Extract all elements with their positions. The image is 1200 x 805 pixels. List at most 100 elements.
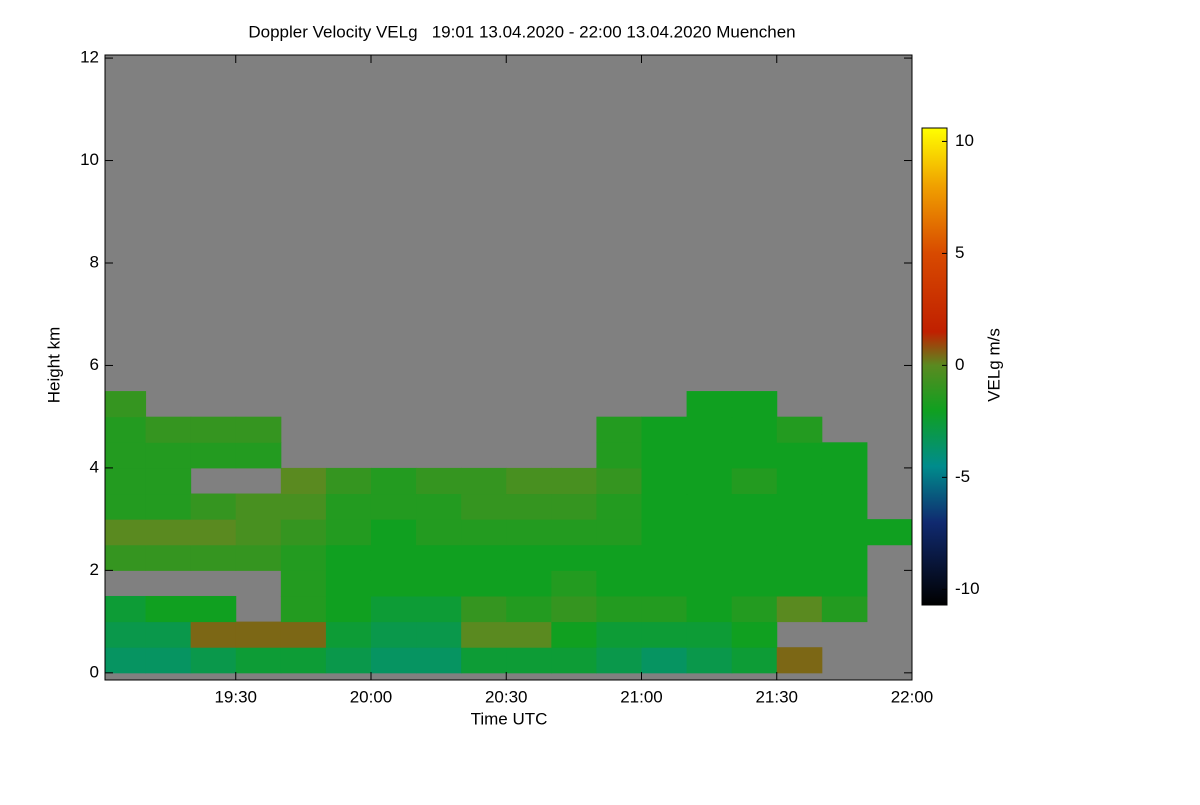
- heat-cell: [551, 647, 597, 674]
- heat-cell: [686, 544, 733, 571]
- heat-cell: [461, 467, 507, 495]
- heat-cell: [235, 621, 282, 648]
- heat-cell: [641, 442, 688, 469]
- heat-cell: [776, 647, 823, 674]
- x-tick-label: 20:30: [485, 687, 528, 706]
- heat-cell: [551, 570, 597, 597]
- heat-cell: [551, 493, 597, 520]
- heat-cell: [325, 493, 372, 520]
- heat-cell: [641, 519, 688, 546]
- heat-cell: [145, 519, 192, 546]
- heat-cell: [416, 519, 462, 546]
- heat-cell: [190, 544, 237, 571]
- heat-cell: [325, 467, 372, 495]
- heat-cell: [821, 595, 868, 623]
- heat-cell: [641, 621, 688, 648]
- heat-cell: [641, 493, 688, 520]
- y-tick-label: 2: [90, 560, 99, 579]
- heat-cell: [145, 493, 192, 520]
- heat-cell: [776, 416, 823, 443]
- heat-cell: [731, 595, 778, 623]
- heat-cell: [596, 647, 642, 674]
- heat-cell: [551, 467, 597, 495]
- plot-frame: [104, 54, 913, 681]
- heat-cell: [325, 647, 372, 674]
- heat-cell: [461, 595, 507, 623]
- heat-cell: [105, 416, 147, 443]
- heat-cell: [686, 647, 733, 674]
- heat-cell: [280, 519, 327, 546]
- heat-cell: [145, 416, 192, 443]
- heat-cell: [731, 544, 778, 571]
- heat-cell: [105, 519, 147, 546]
- heat-cell: [461, 544, 507, 571]
- heat-cell: [776, 570, 823, 597]
- heat-cell: [325, 595, 372, 623]
- heat-cell: [190, 595, 237, 623]
- heat-cell: [641, 467, 688, 495]
- heat-cell: [145, 467, 192, 495]
- y-tick-label: 8: [90, 252, 99, 271]
- heat-cell: [596, 570, 642, 597]
- heat-cell: [731, 519, 778, 546]
- heat-cell: [731, 467, 778, 495]
- colorbar: [921, 127, 948, 606]
- heat-cell: [145, 544, 192, 571]
- colorbar-tick-label: 5: [955, 243, 964, 262]
- heat-cell: [280, 595, 327, 623]
- heat-cell: [686, 519, 733, 546]
- heat-cell: [551, 595, 597, 623]
- heat-cell: [506, 595, 552, 623]
- heat-cell: [325, 570, 372, 597]
- heat-cell: [641, 544, 688, 571]
- heat-cell: [551, 621, 597, 648]
- heat-cell: [731, 493, 778, 520]
- heat-cell: [551, 544, 597, 571]
- heat-cell: [686, 595, 733, 623]
- heat-cell: [596, 493, 642, 520]
- heat-cell: [731, 416, 778, 443]
- heat-cell: [235, 647, 282, 674]
- heat-cell: [325, 621, 372, 648]
- heat-cell: [731, 391, 778, 418]
- heat-cell: [416, 544, 462, 571]
- heat-cell: [731, 647, 778, 674]
- heat-cell: [641, 595, 688, 623]
- heat-cell: [235, 442, 282, 469]
- heat-cell: [776, 442, 823, 469]
- heat-cell: [506, 493, 552, 520]
- heat-cell: [821, 493, 868, 520]
- heat-cell: [190, 519, 237, 546]
- heat-cell: [416, 647, 462, 674]
- heat-cell: [105, 442, 147, 469]
- heat-cell: [416, 467, 462, 495]
- heat-cell: [506, 647, 552, 674]
- colorbar-tick-label: -5: [955, 467, 970, 486]
- x-tick-label: 20:00: [350, 687, 393, 706]
- heat-cell: [370, 544, 417, 571]
- y-tick-label: 0: [90, 662, 99, 681]
- heat-cell: [235, 519, 282, 546]
- heat-cell: [416, 493, 462, 520]
- heat-cell: [280, 467, 327, 495]
- heat-cell: [686, 621, 733, 648]
- heat-cell: [370, 467, 417, 495]
- heat-cell: [641, 647, 688, 674]
- heat-cell: [235, 416, 282, 443]
- colorbar-title: VELg m/s: [984, 328, 1003, 402]
- x-tick-label: 21:30: [755, 687, 798, 706]
- heat-cell: [776, 595, 823, 623]
- heat-cell: [370, 519, 417, 546]
- heat-cell: [686, 570, 733, 597]
- heat-cell: [596, 621, 642, 648]
- heat-cell: [596, 467, 642, 495]
- heat-cell: [686, 467, 733, 495]
- heat-cell: [280, 647, 327, 674]
- heat-cell: [280, 570, 327, 597]
- heat-cell: [461, 647, 507, 674]
- heat-cell: [686, 493, 733, 520]
- heat-cell: [190, 647, 237, 674]
- heat-cell: [235, 493, 282, 520]
- heat-cell: [686, 391, 733, 418]
- colorbar-tick-label: -10: [955, 579, 980, 598]
